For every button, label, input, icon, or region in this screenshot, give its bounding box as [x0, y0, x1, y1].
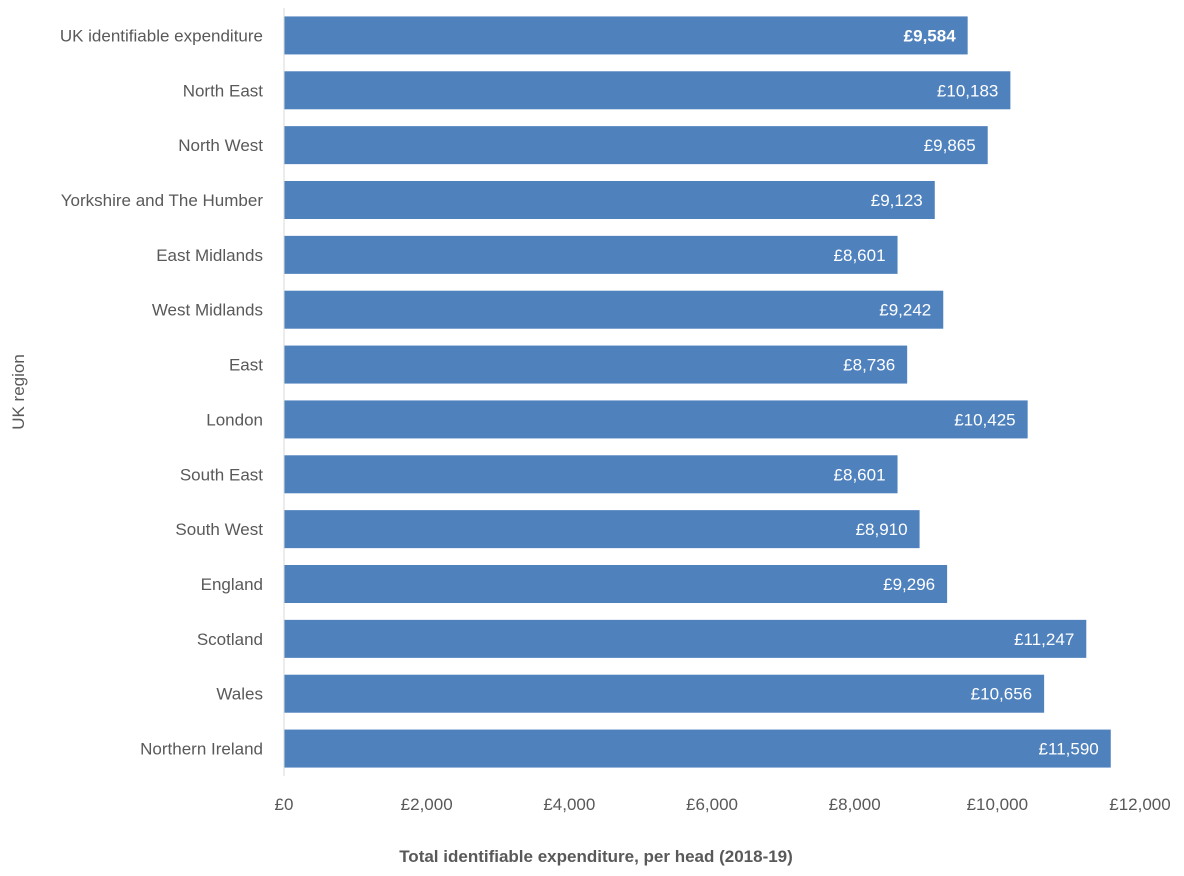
data-label: £9,242: [879, 301, 931, 320]
category-label: England: [201, 575, 263, 594]
y-axis-title: UK region: [9, 354, 28, 430]
bar: [284, 674, 1045, 713]
category-label: UK identifiable expenditure: [60, 26, 263, 45]
data-label: £10,656: [971, 685, 1032, 704]
category-label: North West: [178, 136, 263, 155]
category-label: East Midlands: [156, 246, 263, 265]
category-label: Northern Ireland: [140, 740, 263, 759]
category-label: Wales: [216, 685, 263, 704]
data-label: £11,247: [1014, 630, 1074, 649]
x-tick-label: £2,000: [401, 795, 453, 814]
x-tick-label: £12,000: [1109, 795, 1170, 814]
bar: [284, 235, 898, 274]
bar: [284, 400, 1028, 439]
x-tick-label: £4,000: [543, 795, 595, 814]
data-label: £8,601: [834, 465, 886, 484]
data-label: £8,910: [856, 520, 908, 539]
data-label: £10,183: [937, 81, 998, 100]
data-label: £11,590: [1039, 740, 1099, 759]
bar: [284, 455, 898, 494]
x-tick-label: £6,000: [686, 795, 738, 814]
bar: [284, 71, 1011, 110]
data-label: £9,584: [904, 26, 957, 45]
data-label: £10,425: [954, 410, 1015, 429]
category-label: North East: [183, 81, 264, 100]
category-label: West Midlands: [152, 301, 263, 320]
bar: [284, 126, 988, 165]
category-label: South East: [180, 465, 263, 484]
bar: [284, 729, 1111, 768]
x-tick-label: £10,000: [967, 795, 1028, 814]
x-axis-title: Total identifiable expenditure, per head…: [399, 847, 793, 866]
bar: [284, 16, 968, 55]
data-label: £9,865: [924, 136, 976, 155]
category-label: South West: [175, 520, 263, 539]
category-label: Scotland: [197, 630, 263, 649]
category-labels-layer: UK identifiable expenditure North East Nor…: [60, 26, 264, 758]
data-label: £8,601: [834, 246, 886, 265]
x-tick-labels-layer: £0 £2,000 £4,000 £6,000 £8,000 £10,000 £12,000: [275, 795, 1171, 814]
bar: [284, 565, 948, 603]
bars-layer: £9,584 £10,183 £9,865 £9,123 £8,601 £9,242 £8,…: [284, 16, 1111, 768]
category-label: Yorkshire and The Humber: [61, 191, 264, 210]
data-label: £8,736: [843, 356, 895, 375]
bar: [284, 345, 908, 384]
bar: [284, 290, 944, 329]
x-tick-label: £8,000: [829, 795, 881, 814]
bar: [284, 619, 1087, 658]
data-label: £9,123: [871, 191, 923, 210]
bar: [284, 510, 920, 549]
category-label: London: [206, 410, 263, 429]
bar: [284, 181, 935, 219]
category-label: East: [229, 356, 263, 375]
data-label: £9,296: [883, 575, 935, 594]
x-tick-label: £0: [275, 795, 294, 814]
